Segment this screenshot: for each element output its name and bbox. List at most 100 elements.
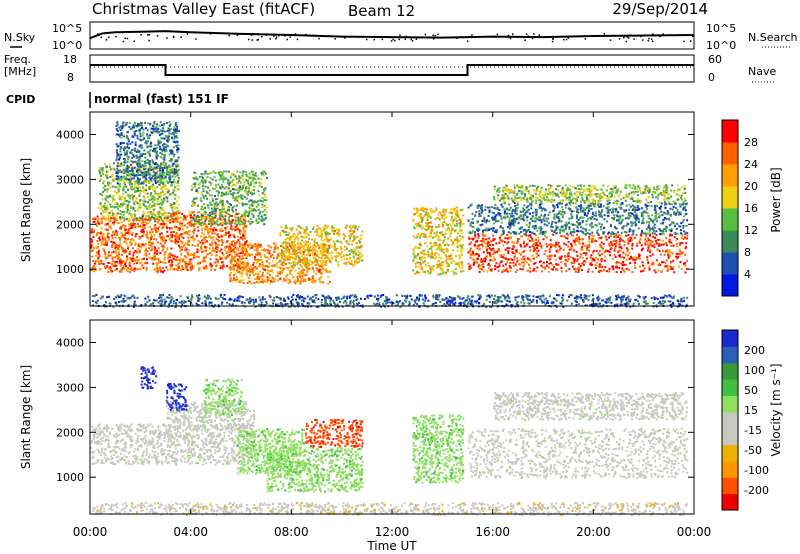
power-mark	[170, 132, 173, 135]
power-mark	[140, 243, 143, 246]
power-mark	[120, 125, 123, 128]
power-mark	[126, 232, 129, 235]
power-mark	[147, 168, 150, 171]
noise-dot	[567, 37, 570, 39]
power-mark	[354, 226, 357, 229]
power-mark	[159, 152, 162, 154]
power-mark	[247, 268, 250, 271]
power-mark	[232, 268, 235, 270]
power-mark	[314, 260, 316, 263]
power-mark	[114, 231, 117, 234]
power-mark	[161, 227, 164, 230]
power-mark	[208, 189, 211, 192]
power-mark	[104, 218, 107, 221]
power-mark	[231, 258, 234, 260]
power-mark	[248, 301, 250, 304]
power-mark	[167, 137, 170, 140]
power-mark	[150, 303, 153, 306]
power-mark	[182, 228, 184, 231]
power-mark	[144, 218, 147, 221]
power-mark	[126, 131, 129, 134]
power-mark	[129, 240, 132, 243]
power-mark	[261, 274, 264, 277]
power-mark	[309, 249, 312, 252]
power-mark	[427, 299, 430, 302]
power-mark	[248, 184, 251, 187]
power-mark	[132, 201, 135, 204]
power-mark	[318, 268, 321, 271]
power-mark	[169, 263, 172, 266]
power-mark	[241, 238, 244, 241]
power-mark	[149, 174, 152, 176]
power-mark	[116, 179, 119, 182]
noise-dot	[648, 37, 650, 40]
power-mark	[109, 203, 112, 206]
power-mark	[336, 303, 339, 306]
power-mark	[169, 128, 172, 131]
power-mark	[122, 141, 125, 144]
power-mark	[92, 220, 95, 223]
power-mark	[151, 248, 154, 251]
power-mark	[128, 173, 131, 176]
power-mark	[163, 154, 166, 157]
power-mark	[124, 234, 127, 236]
power-mark	[320, 228, 323, 231]
power-mark	[312, 226, 315, 228]
power-mark	[145, 178, 148, 181]
power-mark	[297, 225, 300, 228]
power-mark	[241, 247, 244, 250]
power-mark	[229, 280, 232, 282]
power-mark	[133, 174, 136, 177]
power-mark	[172, 140, 175, 143]
power-mark	[230, 271, 233, 274]
power-mark	[197, 239, 200, 242]
power-mark	[223, 222, 226, 225]
power-mark	[283, 231, 286, 234]
power-mark	[528, 294, 531, 297]
power-mark	[164, 183, 167, 186]
power-mark	[161, 199, 164, 202]
noise-dot	[527, 35, 529, 37]
power-mark	[221, 178, 224, 181]
power-mark	[126, 255, 128, 258]
power-mark	[139, 245, 142, 248]
power-mark	[232, 250, 235, 252]
power-mark	[237, 219, 240, 222]
power-mark	[157, 247, 160, 250]
power-mark	[241, 171, 244, 174]
power-mark	[315, 234, 318, 236]
power-mark	[153, 258, 156, 261]
power-mark	[198, 181, 201, 184]
power-mark	[231, 183, 234, 186]
power-mark	[115, 143, 118, 146]
power-mark	[335, 232, 338, 235]
power-mark	[229, 221, 232, 224]
power-mark	[158, 203, 161, 205]
power-mark	[627, 302, 630, 305]
power-mark	[221, 202, 224, 205]
power-mark	[154, 255, 156, 258]
power-mark	[287, 256, 290, 259]
power-mark	[216, 204, 219, 207]
power-mark	[243, 213, 246, 216]
power-mark	[113, 216, 116, 219]
power-mark	[196, 255, 199, 258]
power-mark	[258, 212, 261, 215]
power-mark	[102, 217, 105, 220]
power-mark	[285, 234, 287, 236]
power-mark	[197, 211, 200, 214]
power-mark	[227, 217, 230, 220]
power-mark	[210, 182, 213, 185]
power-mark	[224, 298, 227, 301]
power-mark	[161, 137, 164, 140]
power-mark	[163, 218, 166, 221]
power-mark	[254, 272, 257, 275]
power-mark	[221, 207, 224, 210]
power-mark	[166, 248, 168, 251]
power-mark	[235, 208, 237, 211]
power-mark	[278, 261, 281, 263]
power-mark	[635, 298, 638, 301]
power-mark	[239, 244, 242, 247]
power-mark	[360, 234, 363, 237]
power-mark	[227, 231, 230, 234]
